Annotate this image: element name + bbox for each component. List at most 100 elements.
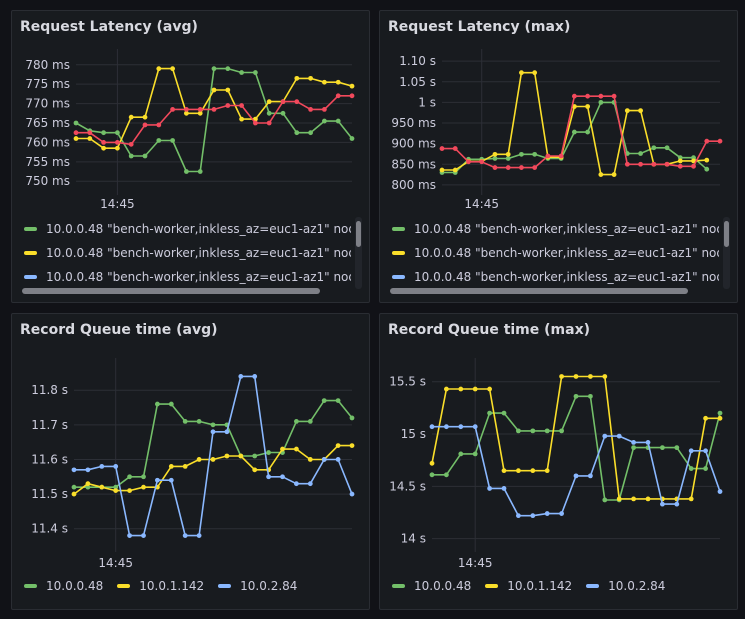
legend-item[interactable]: 10.0.0.48 "bench-worker,inkless_az=euc1-… — [392, 217, 719, 241]
data-point — [349, 443, 355, 449]
data-point — [651, 145, 657, 151]
panel-title[interactable]: Request Latency (avg) — [20, 19, 198, 35]
legend-item[interactable]: 10.0.1.142 — [485, 579, 572, 593]
y-tick-label: 900 ms — [391, 137, 436, 151]
data-point — [645, 496, 651, 502]
panel-title[interactable]: Record Queue time (max) — [388, 322, 591, 338]
data-point — [444, 424, 449, 430]
panel-title[interactable]: Record Queue time (avg) — [20, 322, 218, 338]
data-point — [127, 488, 132, 494]
legend-item[interactable]: 10.0.0.48 — [392, 579, 471, 593]
data-point — [638, 151, 643, 156]
legend-label: 10.0.0.48 — [46, 579, 104, 593]
data-point — [196, 457, 202, 462]
data-point — [128, 141, 134, 147]
data-point — [73, 120, 79, 126]
data-point — [519, 151, 524, 157]
data-point — [349, 491, 355, 497]
y-tick-label: 15.5 s — [389, 375, 426, 389]
data-point — [444, 472, 449, 478]
legend-item[interactable]: 10.0.0.48 "bench-worker,inkless_az=euc1-… — [392, 241, 719, 265]
data-point — [472, 451, 478, 457]
data-point — [530, 428, 536, 434]
data-point — [602, 497, 608, 503]
y-tick-label: 11.4 s — [31, 522, 68, 536]
legend-item[interactable]: 10.0.0.48 "bench-worker,inkless_az=euc1-… — [392, 265, 719, 289]
data-point — [280, 110, 286, 116]
data-point — [505, 165, 511, 170]
legend-horizontal-scrollbar[interactable] — [22, 288, 320, 294]
legend-vertical-scrollbar[interactable] — [356, 221, 361, 247]
data-point — [688, 448, 694, 454]
data-point — [616, 496, 622, 502]
data-point — [598, 99, 604, 105]
legend-label: 10.0.0.48 "bench-worker,inkless_az=euc1-… — [46, 222, 351, 236]
legend-item[interactable]: 10.0.0.48 "bench-worker,inkless_az=euc1-… — [24, 265, 351, 289]
legend-swatch — [218, 584, 232, 588]
data-point — [501, 410, 507, 416]
panel-record-queue-time-avg[interactable]: Record Queue time (avg) 11.4 s 11.5 s 11.6… — [11, 313, 370, 610]
panel-record-queue-time-max[interactable]: Record Queue time (max) 14 s 14.5 s 15 s 15… — [379, 313, 738, 610]
data-point — [519, 165, 524, 170]
data-point — [73, 130, 79, 136]
data-point — [71, 467, 77, 473]
x-tick-label: 14:45 — [98, 556, 133, 570]
data-point — [239, 116, 245, 122]
data-point — [479, 159, 485, 165]
data-point — [703, 466, 708, 471]
data-point — [211, 66, 217, 72]
legend-item[interactable]: 10.0.0.48 "bench-worker,inkless_az=euc1-… — [24, 241, 351, 265]
data-point — [487, 386, 492, 392]
legend: 10.0.0.48 10.0.1.142 10.0.2.84 — [24, 579, 311, 593]
data-point — [182, 533, 188, 539]
data-point — [322, 107, 327, 112]
data-point — [113, 484, 119, 490]
data-point — [294, 446, 299, 452]
legend: 10.0.0.48 "bench-worker,inkless_az=euc1-… — [392, 217, 719, 289]
data-point — [674, 445, 680, 451]
y-tick-label: 11.5 s — [31, 487, 68, 501]
legend-item[interactable]: 10.0.1.142 — [117, 579, 204, 593]
data-point — [429, 424, 435, 430]
data-point — [239, 103, 245, 108]
y-tick-label: 755 ms — [25, 155, 70, 169]
data-point — [170, 138, 176, 143]
panel-request-latency-avg[interactable]: Request Latency (avg) 750 ms 755 ms 760 ms… — [11, 10, 370, 303]
legend-item[interactable]: 10.0.0.48 — [24, 579, 103, 593]
data-point — [266, 474, 271, 480]
panel-request-latency-max[interactable]: Request Latency (max) 800 ms 850 ms 900 ms… — [379, 10, 738, 303]
legend-vertical-scrollbar[interactable] — [724, 221, 729, 247]
legend-item[interactable]: 10.0.2.84 — [586, 579, 665, 593]
data-point — [156, 138, 162, 143]
data-point — [321, 398, 327, 404]
data-point — [638, 108, 643, 114]
data-point — [335, 457, 341, 462]
data-point — [308, 75, 313, 81]
data-point — [559, 428, 564, 434]
legend-swatch — [586, 584, 600, 588]
data-point — [452, 146, 458, 151]
legend-swatch — [24, 227, 37, 231]
data-point — [239, 70, 245, 75]
panel-title[interactable]: Request Latency (max) — [388, 19, 571, 35]
x-tick-label: 14:45 — [100, 197, 135, 211]
data-point — [142, 122, 148, 128]
data-point — [294, 75, 300, 81]
legend-item[interactable]: 10.0.2.84 — [218, 579, 297, 593]
data-point — [585, 104, 591, 109]
data-point — [184, 169, 189, 174]
data-point — [703, 415, 708, 421]
legend-item[interactable]: 10.0.0.48 "bench-worker,inkless_az=euc1-… — [24, 217, 351, 241]
legend-swatch — [117, 584, 131, 588]
data-point — [651, 161, 657, 167]
legend-horizontal-scrollbar[interactable] — [390, 288, 688, 294]
data-point — [182, 463, 188, 469]
data-point — [677, 163, 683, 169]
data-point — [184, 110, 189, 116]
data-point — [439, 146, 445, 151]
data-point — [224, 453, 230, 459]
data-point — [598, 93, 604, 99]
data-point — [85, 481, 91, 487]
data-point — [252, 453, 258, 459]
data-point — [197, 107, 203, 112]
